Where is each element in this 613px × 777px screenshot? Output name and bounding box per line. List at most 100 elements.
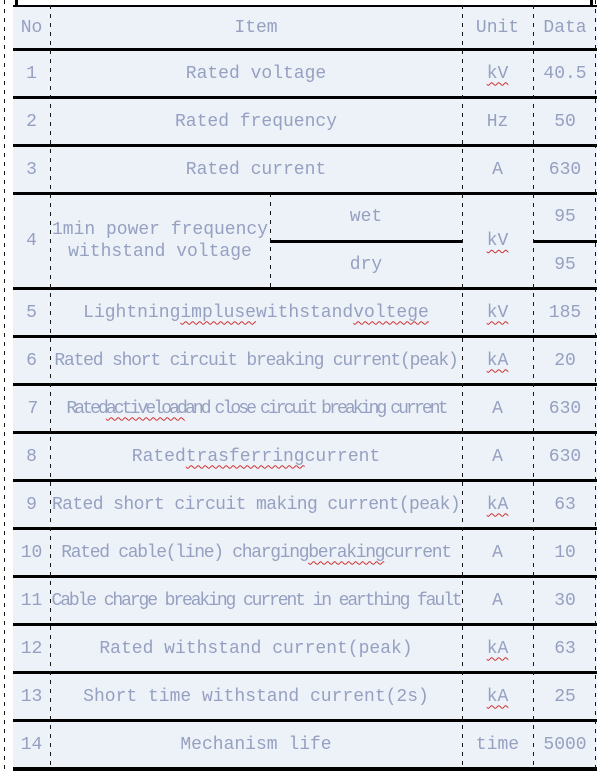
spec-table: No Item Unit Data 1 Rated voltage kV 40.… [4,0,598,777]
row-unit: kA [462,674,533,719]
row-item: Short time withstand current(2s) [50,674,462,719]
item-text: Rated voltage [185,63,327,84]
row-unit: A [462,386,533,431]
item-text: current [304,446,381,467]
row-item: Rated short circuit making current(peak) [50,482,462,527]
row-item: Rated activeload and close circuit break… [50,386,462,431]
header-no: No [20,17,43,38]
row-data: 50 [554,111,576,132]
unit-text-misspelled: kA [486,350,509,371]
row-no: 3 [26,159,37,180]
row-item: Rated trasferring current [50,434,462,479]
item-text-misspelled: trasferring [185,446,305,467]
row-data: 630 [548,159,582,180]
row-unit: A [462,434,533,479]
row-data-split: 95 95 [533,195,597,287]
row-unit: kV [462,51,533,96]
row-no: 14 [20,734,43,755]
row-data: 30 [554,590,576,611]
row-no: 9 [26,494,37,515]
row-unit: A [462,530,533,575]
row-unit: A [462,147,533,192]
row-no: 1 [26,63,37,84]
unit-text: A [492,542,503,563]
unit-text: Hz [486,111,509,132]
table-row-split: 4 1min power frequency withstand voltage… [13,195,597,290]
row-no: 5 [26,302,37,323]
top-right-border-stub [590,0,593,7]
column-divider-unit-data [533,5,534,765]
row-data: 40.5 [543,63,587,84]
table-row: 8 Rated trasferring current A 630 [13,434,597,482]
row-no: 2 [26,111,37,132]
item-text-misspelled: beraking [308,542,385,563]
table-row: 11 Cable charge breaking current in eart… [13,578,597,626]
table-row: 9 Rated short circuit making current(pea… [13,482,597,530]
item-text-misspelled: activeload [105,398,188,419]
item-text: Rated [66,398,108,419]
row-unit: kA [462,626,533,671]
item-text: Short time withstand current(2s) [83,686,429,707]
table-row: 6 Rated short circuit breaking current(p… [13,338,597,386]
unit-text: A [492,446,503,467]
row-no: 6 [26,350,37,371]
unit-text: A [492,159,503,180]
table-row: 13 Short time withstand current(2s) kA 2… [13,674,597,722]
row-no: 13 [20,686,43,707]
subcondition-wet: wet [270,195,462,243]
row-data: 185 [548,302,582,323]
row-item: Rated short circuit breaking current(pea… [50,338,462,383]
row-no: 11 [20,590,43,611]
unit-text-misspelled: kV [486,63,509,84]
row-item: Lightning impluse withstand voltege [50,290,462,335]
item-text: Rated current [185,159,327,180]
item-text: Rated cable(line) charging [61,542,309,563]
row-no: 12 [20,638,43,659]
table-left-dashed-border [4,0,5,769]
item-text: Rated [131,446,186,467]
subcondition-dry: dry [349,254,383,275]
row-item: Cable charge breaking current in earthin… [50,578,463,623]
row-data: 20 [554,350,576,371]
unit-text-misspelled: kV [486,231,509,251]
row-unit: kA [462,338,533,383]
item-text: Rated short circuit making current(peak) [51,494,461,515]
item-text: Mechanism life [180,734,332,755]
row-item: Rated voltage [50,51,462,96]
row-unit: kA [462,482,533,527]
item-text: withstand [256,302,354,323]
row-data: 630 [548,446,582,467]
item-text: Lightning [83,302,181,323]
top-left-border-stub [15,0,18,7]
row-no: 4 [26,231,37,251]
table-row: 1 Rated voltage kV 40.5 [13,51,597,99]
table-header-row: No Item Unit Data [13,7,597,51]
row-unit: A [462,578,533,623]
row-no: 8 [26,446,37,467]
unit-text-misspelled: kA [486,494,509,515]
spec-table-grid: No Item Unit Data 1 Rated voltage kV 40.… [13,5,597,771]
unit-text: A [492,398,503,419]
column-divider-row4-split [270,193,271,288]
item-text-misspelled: impluse [180,302,256,323]
row-item: Mechanism life [50,722,462,767]
item-label-line1: 1min power frequency [51,220,269,240]
table-row: 14 Mechanism life time 5000 [13,722,597,767]
item-text-misspelled: voltege [353,302,429,323]
item-text: Cable charge breaking current in earthin… [51,590,463,611]
header-unit: Unit [475,17,520,38]
item-text: Rated short circuit breaking current(pea… [54,350,458,371]
row-unit: Hz [462,99,533,144]
unit-text: time [475,734,520,755]
row-no: 7 [27,398,39,419]
table-right-dashed-border [595,0,596,769]
data-dry-value: 95 [554,254,576,275]
table-row: 5 Lightning impluse withstand voltege kV… [13,290,597,338]
row-data: 25 [554,686,576,707]
table-row: 2 Rated frequency Hz 50 [13,99,597,147]
row-data: 63 [554,638,576,659]
row-data: 63 [554,494,576,515]
row-data: 5000 [543,734,587,755]
column-divider-item-unit [462,5,463,765]
unit-text-misspelled: kA [486,686,509,707]
